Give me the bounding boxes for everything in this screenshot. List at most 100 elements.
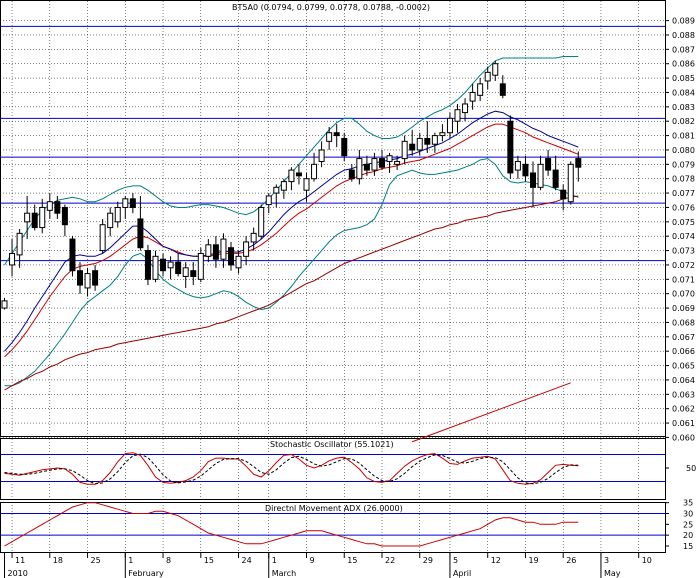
candle-body bbox=[212, 244, 219, 260]
candle-body bbox=[303, 178, 310, 191]
candle-body bbox=[416, 137, 423, 151]
candle-body bbox=[371, 158, 378, 171]
x-tick-label: 1 bbox=[272, 556, 277, 565]
candle-body bbox=[205, 244, 212, 257]
candle-body bbox=[46, 201, 53, 211]
slow-moving-average-line bbox=[4, 195, 579, 391]
adx-tick-label: 15 bbox=[683, 542, 693, 551]
candle-body bbox=[39, 206, 46, 229]
x-tick-label: 29 bbox=[423, 556, 433, 565]
y-tick-label: 0.084 bbox=[672, 88, 695, 97]
candle-body bbox=[235, 255, 242, 269]
x-tick-label: 15 bbox=[347, 556, 357, 565]
x-month-label: 2010 bbox=[8, 569, 28, 578]
x-tick-label: 9 bbox=[310, 556, 315, 565]
candle-body bbox=[265, 195, 272, 206]
x-tick-label: 19 bbox=[528, 556, 538, 565]
y-tick-label: 0.074 bbox=[672, 232, 695, 241]
candle-body bbox=[386, 155, 393, 162]
y-tick-label: 0.066 bbox=[672, 347, 695, 356]
candle-body bbox=[431, 135, 438, 145]
candle-body bbox=[318, 149, 325, 162]
candle-body bbox=[295, 172, 302, 177]
x-tick-label: 12 bbox=[491, 556, 501, 565]
candle-body bbox=[114, 206, 121, 223]
candle-body bbox=[250, 232, 257, 243]
y-tick-label: 0.069 bbox=[672, 304, 695, 313]
x-month-label: February bbox=[128, 569, 164, 578]
x-tick-label: 15 bbox=[204, 556, 214, 565]
stochastic-d-line bbox=[4, 453, 579, 485]
x-tick-label: 26 bbox=[566, 556, 576, 565]
y-tick-label: 0.078 bbox=[672, 175, 695, 184]
candle-body bbox=[341, 137, 348, 157]
candle-body bbox=[9, 252, 16, 266]
candle-body bbox=[228, 247, 234, 266]
candle-body bbox=[167, 261, 174, 269]
candle-body bbox=[552, 169, 559, 188]
mid-moving-average-line bbox=[4, 123, 579, 358]
candle-body bbox=[152, 255, 159, 280]
candle-body bbox=[567, 163, 574, 203]
adx-tick-label: 30 bbox=[683, 509, 693, 518]
candle-body bbox=[379, 158, 385, 168]
trend-line bbox=[412, 382, 571, 443]
candle-body bbox=[454, 109, 461, 122]
axis-labels: 0.089 0.088 0.087 0.086 0.085 0.084 0.083 0.082… bbox=[4, 17, 696, 578]
candle-body bbox=[507, 120, 514, 174]
candle-body bbox=[469, 91, 476, 102]
price-panel-frame bbox=[0, 0, 666, 437]
candle-body bbox=[61, 206, 68, 226]
candle-body bbox=[326, 132, 333, 142]
y-tick-label: 0.075 bbox=[672, 218, 695, 227]
x-tick-label: 8 bbox=[166, 556, 171, 565]
candle-body bbox=[258, 206, 265, 237]
candle-body bbox=[446, 117, 453, 134]
candle-body bbox=[545, 158, 552, 171]
candle-body bbox=[484, 71, 491, 82]
candle-body bbox=[144, 250, 151, 280]
adx-title: Directnl Movement ADX (26.0000) bbox=[265, 504, 403, 513]
x-tick-label: 25 bbox=[91, 556, 101, 565]
candle-body bbox=[137, 218, 144, 249]
stochastic-tick-label: 50 bbox=[686, 464, 696, 473]
lower-band-line bbox=[4, 158, 579, 387]
y-tick-label: 0.067 bbox=[672, 333, 695, 342]
x-tick-label: 3 bbox=[604, 556, 609, 565]
y-tick-label: 0.077 bbox=[672, 189, 695, 198]
candle-body bbox=[280, 181, 287, 191]
y-tick-label: 0.086 bbox=[672, 60, 695, 69]
candle-body bbox=[190, 270, 197, 277]
candle-body bbox=[129, 198, 136, 208]
candle-body bbox=[514, 160, 521, 171]
candle-body bbox=[424, 137, 431, 145]
candle-body bbox=[462, 103, 469, 114]
y-tick-label: 0.082 bbox=[672, 117, 695, 126]
y-tick-label: 0.085 bbox=[672, 74, 695, 83]
price-chart-title: BT5A0 (0.0794, 0.0799, 0.0778, 0.0788, -… bbox=[232, 3, 430, 12]
candle-body bbox=[122, 198, 129, 208]
candle-body bbox=[333, 132, 340, 137]
candle-body bbox=[394, 160, 401, 165]
x-tick-label: 18 bbox=[53, 556, 63, 565]
panel-frames bbox=[0, 0, 666, 553]
candle-body bbox=[363, 163, 370, 171]
candle-body bbox=[99, 224, 106, 252]
y-tick-label: 0.087 bbox=[672, 45, 695, 54]
candle-body bbox=[243, 241, 250, 257]
candle-body bbox=[477, 83, 484, 96]
candle-body bbox=[401, 140, 408, 160]
y-tick-label: 0.063 bbox=[672, 390, 695, 399]
y-tick-label: 0.088 bbox=[672, 31, 695, 40]
x-month-label: March bbox=[272, 569, 296, 578]
candle-body bbox=[84, 273, 91, 289]
candle-body bbox=[288, 169, 295, 183]
y-tick-label: 0.073 bbox=[672, 247, 695, 256]
fast-moving-average-line bbox=[4, 110, 579, 352]
candle-body bbox=[92, 270, 99, 286]
y-tick-label: 0.089 bbox=[672, 17, 695, 26]
x-tick-label: 24 bbox=[242, 556, 252, 565]
y-tick-label: 0.083 bbox=[672, 103, 695, 112]
candle-body bbox=[220, 238, 227, 260]
y-tick-label: 0.072 bbox=[672, 261, 695, 270]
